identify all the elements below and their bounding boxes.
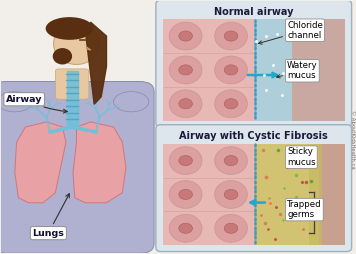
Ellipse shape [179,189,193,200]
Bar [163,144,254,245]
Ellipse shape [224,31,238,41]
Ellipse shape [215,22,247,50]
Polygon shape [85,22,106,104]
Ellipse shape [215,90,247,118]
Ellipse shape [224,189,238,200]
Bar [254,144,345,245]
Bar [309,144,323,245]
Bar [254,144,319,245]
Text: Trapped
germs: Trapped germs [287,200,322,219]
Ellipse shape [215,181,247,208]
Polygon shape [15,122,66,203]
Ellipse shape [169,147,202,174]
Ellipse shape [224,65,238,75]
Text: Lungs: Lungs [32,194,69,238]
Ellipse shape [179,223,193,233]
Ellipse shape [54,23,99,65]
Bar [163,19,254,121]
FancyBboxPatch shape [156,0,352,127]
Bar [254,19,345,121]
Ellipse shape [215,214,247,242]
Ellipse shape [179,65,193,75]
Polygon shape [73,122,126,203]
Text: Watery
mucus: Watery mucus [277,61,318,81]
Text: Airway with Cystic Fibrosis: Airway with Cystic Fibrosis [179,131,328,141]
Text: Sticky
mucus: Sticky mucus [287,147,316,169]
Ellipse shape [169,90,202,118]
Ellipse shape [46,17,93,40]
Ellipse shape [53,48,72,65]
Ellipse shape [179,99,193,109]
Ellipse shape [114,92,149,112]
Text: Chloride
channel: Chloride channel [258,21,323,44]
FancyBboxPatch shape [55,69,89,99]
FancyBboxPatch shape [0,82,154,253]
Text: © AboutKidsHealth.ca: © AboutKidsHealth.ca [350,110,355,169]
Ellipse shape [169,214,202,242]
Ellipse shape [169,181,202,208]
Ellipse shape [224,155,238,166]
Ellipse shape [169,56,202,84]
Ellipse shape [224,99,238,109]
Ellipse shape [224,223,238,233]
Ellipse shape [179,155,193,166]
Ellipse shape [0,92,32,112]
Ellipse shape [215,147,247,174]
Ellipse shape [215,56,247,84]
Ellipse shape [179,31,193,41]
Bar [254,19,292,121]
Text: Normal airway: Normal airway [214,7,293,17]
FancyBboxPatch shape [156,125,352,251]
Ellipse shape [169,22,202,50]
Text: Airway: Airway [6,95,67,113]
